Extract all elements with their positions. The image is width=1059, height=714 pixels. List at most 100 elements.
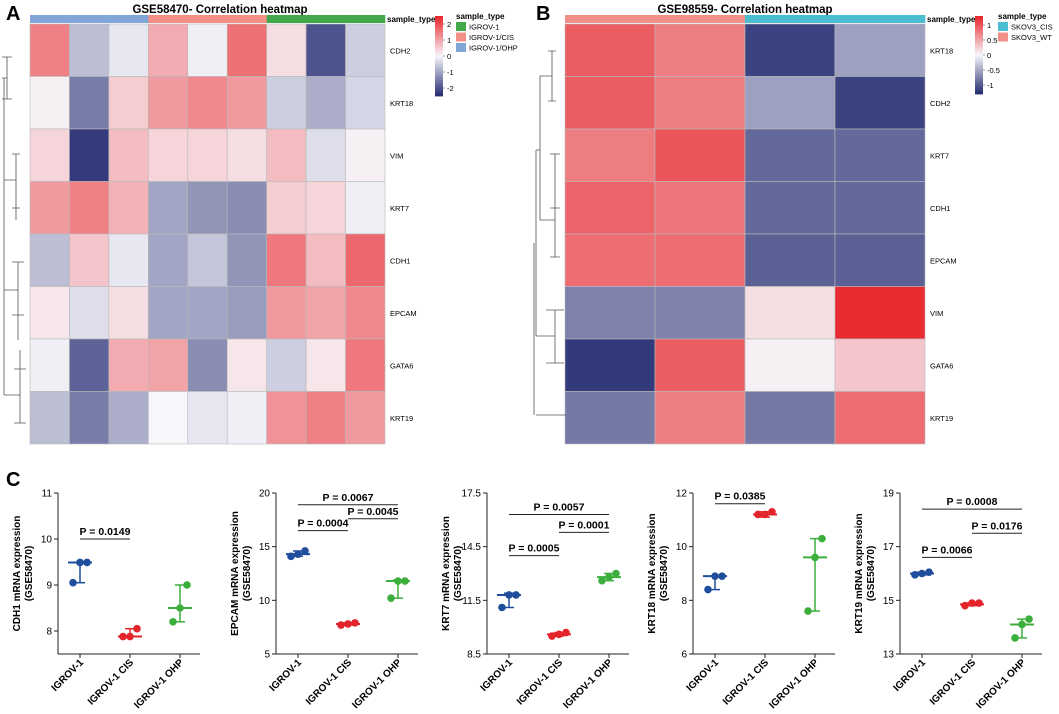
data-point-1-3 (925, 568, 933, 576)
heatmap-a-cells (29, 15, 386, 445)
data-point-1-2 (294, 550, 302, 558)
colorbar-step (435, 92, 443, 95)
heatmap-b-dendrogram (533, 50, 566, 416)
heat-cell-gata6-2 (654, 338, 746, 392)
x-tick-label-igrov-1: IGROV-1 (685, 657, 722, 694)
legend-swatch-igrov-1 (456, 22, 466, 31)
p-value-label: P = 0.0008 (947, 496, 998, 508)
y-tick-label: 10 (259, 596, 271, 607)
colorbar-step (435, 86, 443, 89)
heat-cell-epcam-9 (345, 286, 386, 340)
colorbar-step (975, 70, 983, 73)
heat-cell-cdh1-7 (266, 233, 307, 287)
x-tick-label-igrov-1-cis: IGROV-1 CIS (721, 657, 771, 707)
heat-cell-epcam-8 (305, 286, 346, 340)
y-axis-label: EPCAM mRNA expression(GSE58470) (230, 511, 253, 636)
row-label-vim: VIM (390, 151, 403, 160)
p-value-label: P = 0.0385 (715, 491, 766, 503)
colorbar-tick-label: -1 (447, 68, 454, 77)
colorbar-step (435, 50, 443, 53)
colorbar-step (975, 88, 983, 91)
heat-cell-vim-9 (345, 128, 386, 182)
row-label-cdh2: CDH2 (930, 99, 950, 108)
legend-swatch-igrov-1-cis (456, 32, 466, 42)
heat-cell-krt19-8 (305, 391, 346, 445)
data-point-3-3 (818, 534, 826, 543)
heat-cell-krt18-6 (226, 76, 267, 130)
colorbar-step (975, 45, 983, 48)
y-axis-label-line: EPCAM mRNA expression (230, 511, 241, 636)
heat-cell-epcam-3 (744, 233, 836, 287)
legend-swatch-skov3-cis (998, 22, 1008, 31)
heat-cell-krt19-2 (654, 391, 746, 445)
colorbar-step (435, 72, 443, 75)
data-point-2-2 (761, 510, 769, 519)
heat-cell-krt18-1 (564, 23, 656, 77)
legend-label-igrov-1-cis: IGROV-1/CIS (469, 33, 514, 42)
x-tick-label-igrov-1-ohp: IGROV-1 OHP (132, 657, 186, 711)
data-point-2-1 (961, 601, 969, 610)
heatmap-b-legend-title: sample_type (998, 12, 1047, 21)
y-tick-label: 17.5 (462, 489, 482, 500)
annotation-igrov-1 (266, 15, 307, 23)
heat-cell-krt19-2 (69, 391, 110, 445)
colorbar-step (975, 29, 983, 32)
p-value-label: P = 0.0149 (80, 526, 131, 538)
heat-cell-krt7-3 (108, 181, 149, 235)
panel-label-b: B (536, 3, 550, 25)
y-axis-label-line: KRT18 mRNA expression (647, 513, 658, 633)
row-label-gata6: GATA6 (390, 361, 413, 370)
heat-cell-vim-1 (29, 128, 70, 182)
row-label-krt18: KRT18 (390, 99, 413, 108)
x-tick-label-igrov-1-ohp: IGROV-1 OHP (974, 657, 1028, 711)
heat-cell-cdh2-4 (148, 23, 189, 77)
heat-cell-cdh1-4 (834, 181, 926, 235)
y-tick-label: 19 (883, 489, 895, 500)
heat-cell-krt18-7 (266, 76, 307, 130)
data-point-2-1 (754, 510, 762, 519)
colorbar-step (435, 24, 443, 27)
heat-cell-krt18-2 (654, 23, 746, 77)
colorbar-step (435, 84, 443, 87)
data-point-3-3 (1025, 615, 1033, 623)
heat-cell-cdh2-9 (345, 23, 386, 77)
heat-cell-cdh1-5 (187, 233, 228, 287)
heat-cell-krt7-4 (834, 128, 926, 182)
y-tick-label: 20 (259, 489, 271, 500)
heat-cell-krt7-3 (744, 128, 836, 182)
heat-cell-vim-7 (266, 128, 307, 182)
heatmap-a-colorbar: 2 1 0 -1 -2 (435, 16, 454, 97)
heat-cell-gata6-6 (226, 338, 267, 392)
heat-cell-vim-2 (69, 128, 110, 182)
heat-cell-vim-3 (744, 286, 836, 340)
y-axis-label: CDH1 mRNA expression(GSE58470) (12, 516, 35, 632)
colorbar-step (435, 66, 443, 69)
heat-cell-gata6-4 (148, 338, 189, 392)
annotation-igrov-1-ohp (108, 15, 149, 23)
y-axis-label-line: (GSE58470) (866, 546, 877, 602)
heat-cell-epcam-2 (69, 286, 110, 340)
y-axis-label: KRT7 mRNA expression(GSE58470) (441, 516, 464, 631)
colorbar-step (975, 53, 983, 56)
colorbar-step (975, 56, 983, 60)
heat-cell-krt7-1 (564, 128, 656, 182)
heat-cell-cdh1-3 (744, 181, 836, 235)
heat-cell-gata6-2 (69, 338, 110, 392)
colorbar-step (435, 56, 443, 59)
y-axis-label: KRT18 mRNA expression(GSE58470) (647, 513, 670, 633)
heat-cell-krt7-8 (305, 181, 346, 235)
data-point-2-1 (119, 632, 127, 641)
x-tick-label-igrov-1: IGROV-1 (892, 657, 929, 694)
heat-cell-cdh1-4 (148, 233, 189, 287)
colorbar-step (435, 64, 443, 67)
data-point-1-1 (287, 552, 295, 561)
annotation-skov3-cis (835, 15, 926, 23)
row-label-cdh1: CDH1 (390, 256, 410, 265)
heat-cell-gata6-8 (305, 338, 346, 392)
heat-cell-gata6-3 (744, 338, 836, 392)
data-point-3-1 (598, 576, 606, 585)
data-point-1-3 (718, 572, 726, 580)
data-point-3-2 (605, 573, 613, 581)
heat-cell-cdh1-9 (345, 233, 386, 287)
legend-label-igrov-1-ohp: IGROV-1/OHP (469, 44, 518, 53)
